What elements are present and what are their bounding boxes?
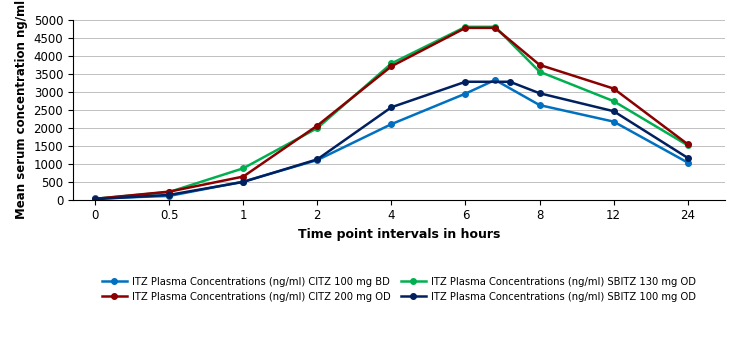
ITZ Plasma Concentrations (ng/ml) CITZ 200 mg OD: [490, 26, 500, 30]
Y-axis label: Mean serum concentration ng/ml: Mean serum concentration ng/ml: [15, 0, 28, 219]
ITZ Plasma Concentrations (ng/ml) CITZ 100 mg BD: [313, 158, 322, 162]
ITZ Plasma Concentrations (ng/ml) SBITZ 130 mg OD: [535, 70, 544, 74]
ITZ Plasma Concentrations (ng/ml) CITZ 100 mg BD: [490, 78, 500, 82]
ITZ Plasma Concentrations (ng/ml) SBITZ 100 mg OD: [609, 109, 618, 114]
ITZ Plasma Concentrations (ng/ml) SBITZ 130 mg OD: [461, 25, 470, 29]
ITZ Plasma Concentrations (ng/ml) CITZ 100 mg BD: [387, 122, 396, 126]
ITZ Plasma Concentrations (ng/ml) SBITZ 100 mg OD: [238, 180, 248, 184]
ITZ Plasma Concentrations (ng/ml) SBITZ 130 mg OD: [490, 25, 500, 29]
Legend: ITZ Plasma Concentrations (ng/ml) CITZ 100 mg BD, ITZ Plasma Concentrations (ng/: ITZ Plasma Concentrations (ng/ml) CITZ 1…: [98, 273, 700, 306]
ITZ Plasma Concentrations (ng/ml) CITZ 100 mg BD: [238, 180, 248, 184]
ITZ Plasma Concentrations (ng/ml) CITZ 100 mg BD: [535, 103, 544, 107]
ITZ Plasma Concentrations (ng/ml) SBITZ 130 mg OD: [165, 190, 174, 194]
ITZ Plasma Concentrations (ng/ml) SBITZ 100 mg OD: [313, 157, 322, 161]
ITZ Plasma Concentrations (ng/ml) SBITZ 100 mg OD: [91, 197, 100, 201]
ITZ Plasma Concentrations (ng/ml) CITZ 200 mg OD: [609, 86, 618, 91]
X-axis label: Time point intervals in hours: Time point intervals in hours: [298, 228, 500, 241]
Line: ITZ Plasma Concentrations (ng/ml) CITZ 100 mg BD: ITZ Plasma Concentrations (ng/ml) CITZ 1…: [92, 77, 691, 201]
ITZ Plasma Concentrations (ng/ml) CITZ 100 mg BD: [609, 120, 618, 124]
Line: ITZ Plasma Concentrations (ng/ml) SBITZ 130 mg OD: ITZ Plasma Concentrations (ng/ml) SBITZ …: [92, 24, 691, 202]
ITZ Plasma Concentrations (ng/ml) SBITZ 100 mg OD: [506, 80, 515, 84]
ITZ Plasma Concentrations (ng/ml) CITZ 200 mg OD: [91, 197, 100, 201]
ITZ Plasma Concentrations (ng/ml) SBITZ 130 mg OD: [238, 166, 248, 170]
ITZ Plasma Concentrations (ng/ml) CITZ 200 mg OD: [535, 63, 544, 67]
ITZ Plasma Concentrations (ng/ml) SBITZ 100 mg OD: [535, 91, 544, 95]
ITZ Plasma Concentrations (ng/ml) SBITZ 100 mg OD: [683, 156, 692, 160]
ITZ Plasma Concentrations (ng/ml) CITZ 100 mg BD: [165, 194, 174, 198]
ITZ Plasma Concentrations (ng/ml) SBITZ 130 mg OD: [609, 99, 618, 103]
ITZ Plasma Concentrations (ng/ml) CITZ 100 mg BD: [683, 160, 692, 165]
ITZ Plasma Concentrations (ng/ml) CITZ 100 mg BD: [461, 91, 470, 96]
ITZ Plasma Concentrations (ng/ml) CITZ 100 mg BD: [91, 196, 100, 201]
ITZ Plasma Concentrations (ng/ml) CITZ 200 mg OD: [165, 190, 174, 194]
ITZ Plasma Concentrations (ng/ml) SBITZ 100 mg OD: [165, 193, 174, 197]
Line: ITZ Plasma Concentrations (ng/ml) CITZ 200 mg OD: ITZ Plasma Concentrations (ng/ml) CITZ 2…: [92, 25, 691, 202]
ITZ Plasma Concentrations (ng/ml) CITZ 200 mg OD: [461, 26, 470, 30]
ITZ Plasma Concentrations (ng/ml) SBITZ 100 mg OD: [387, 105, 396, 109]
ITZ Plasma Concentrations (ng/ml) SBITZ 100 mg OD: [461, 80, 470, 84]
ITZ Plasma Concentrations (ng/ml) SBITZ 130 mg OD: [91, 197, 100, 201]
ITZ Plasma Concentrations (ng/ml) CITZ 200 mg OD: [387, 64, 396, 69]
Line: ITZ Plasma Concentrations (ng/ml) SBITZ 100 mg OD: ITZ Plasma Concentrations (ng/ml) SBITZ …: [92, 79, 691, 202]
ITZ Plasma Concentrations (ng/ml) SBITZ 130 mg OD: [387, 61, 396, 66]
ITZ Plasma Concentrations (ng/ml) SBITZ 130 mg OD: [313, 126, 322, 130]
ITZ Plasma Concentrations (ng/ml) CITZ 200 mg OD: [683, 142, 692, 146]
ITZ Plasma Concentrations (ng/ml) SBITZ 130 mg OD: [683, 143, 692, 147]
ITZ Plasma Concentrations (ng/ml) CITZ 200 mg OD: [313, 124, 322, 128]
ITZ Plasma Concentrations (ng/ml) CITZ 200 mg OD: [238, 175, 248, 179]
